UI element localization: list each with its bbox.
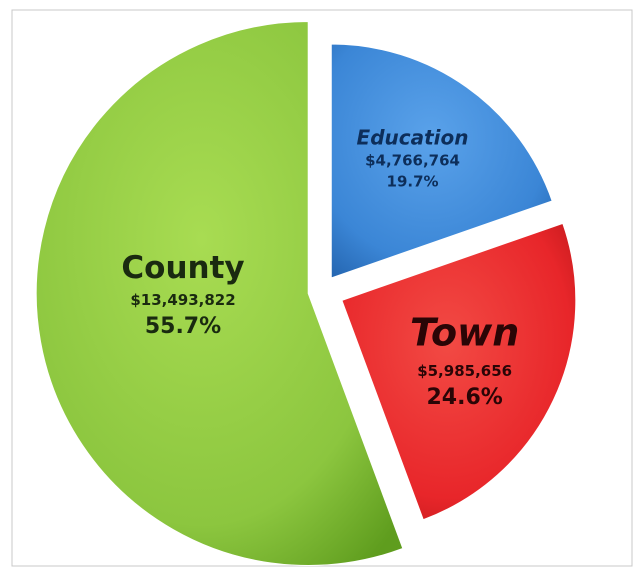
slice-value-town: $5,985,656 [417,362,512,380]
slice-label-group-county: County $13,493,822 55.7% [121,250,244,339]
slices-layer [35,20,577,566]
pie-slice-education [330,43,553,279]
slice-value-county: $13,493,822 [130,291,235,309]
labels-layer: Education $4,766,764 19.7% Town $5,985,656 24… [121,126,519,411]
slice-label-group-education: Education $4,766,764 19.7% [357,126,469,191]
slice-percent-town: 24.6% [426,385,502,410]
slice-value-education: $4,766,764 [365,152,460,170]
slice-name-county: County [121,250,244,286]
slice-percent-education: 19.7% [387,173,439,191]
pie-slice-county [35,20,404,566]
slice-name-education: Education [357,126,469,150]
pie-slice-town [341,222,577,521]
slice-percent-county: 55.7% [145,314,221,339]
slice-name-town: Town [410,310,519,354]
slice-label-group-town: Town $5,985,656 24.6% [410,310,519,410]
